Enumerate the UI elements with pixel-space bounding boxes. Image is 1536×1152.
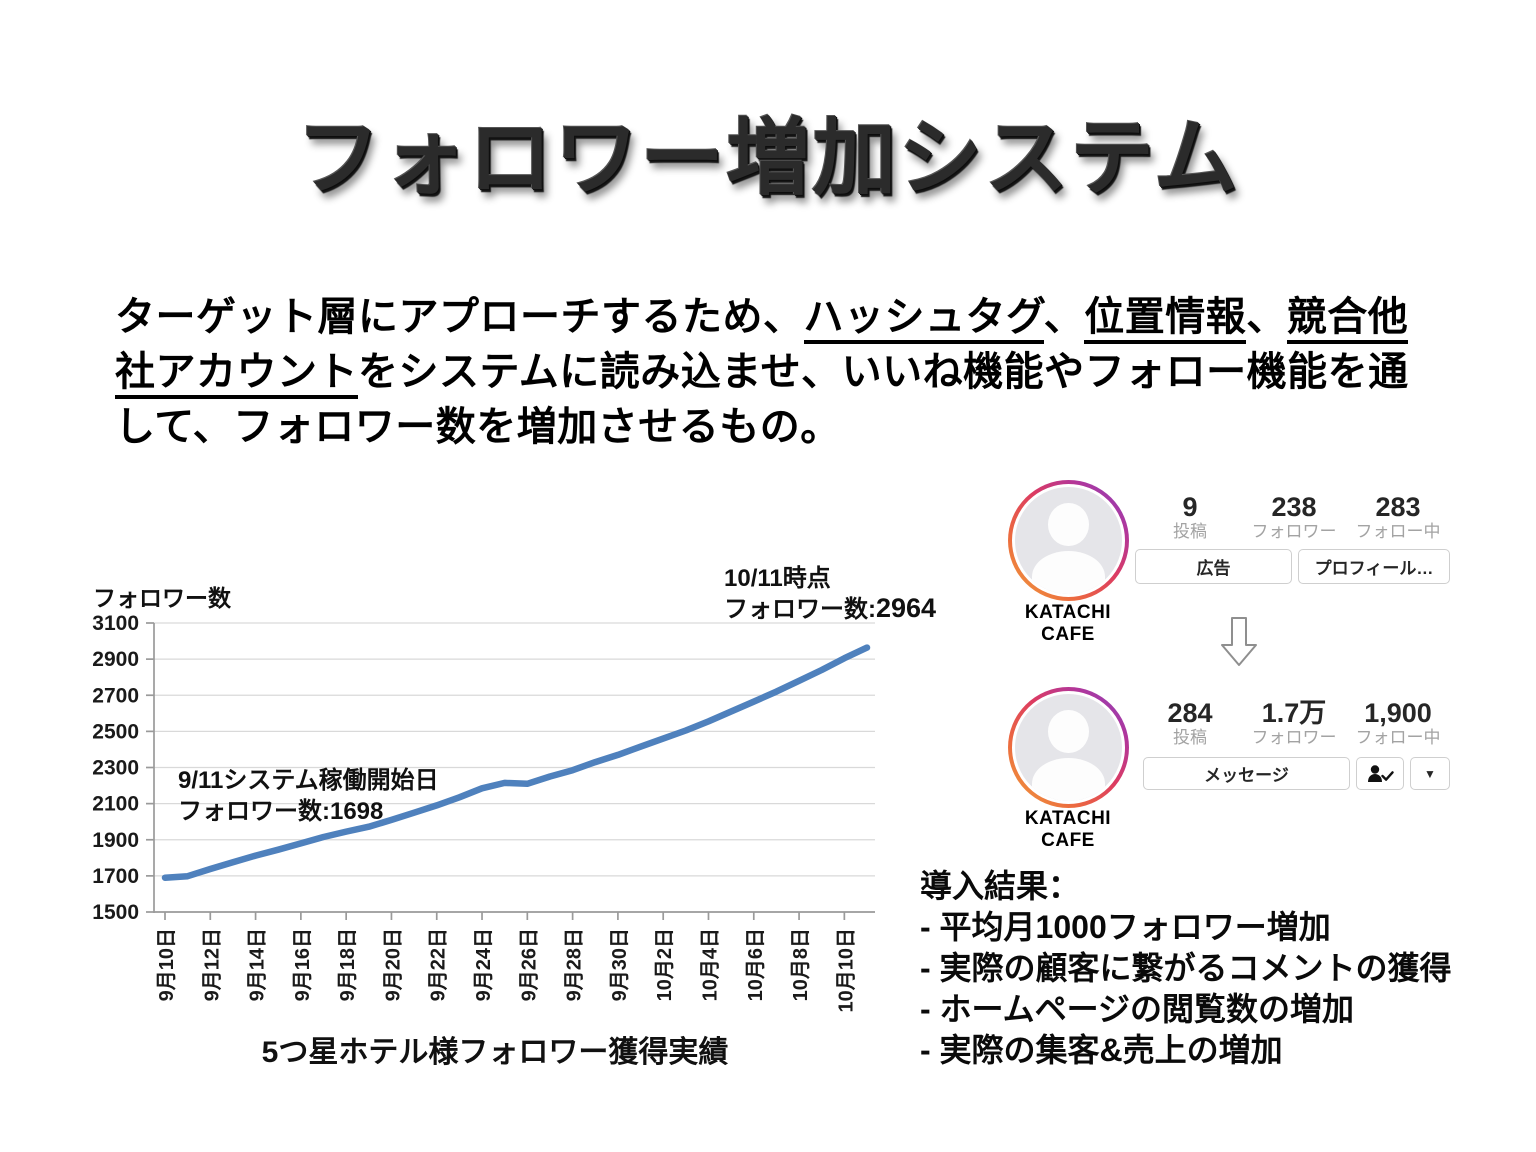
results-heading: 導入結果： (920, 868, 1081, 904)
y-axis-title: フォロワー数 (93, 585, 232, 611)
profile-buttons: 広告 プロフィール… (1135, 549, 1450, 584)
stat-following: 283 フォロー中 (1346, 492, 1450, 542)
x-tick-label: 10月4日 (699, 928, 721, 1001)
profile-edit-button[interactable]: プロフィール… (1298, 549, 1450, 584)
intro-paragraph: ターゲット層にアプローチするため、ハッシュタグ、位置情報、競合他社アカウントをシ… (115, 290, 1433, 455)
ad-button[interactable]: 広告 (1135, 549, 1292, 584)
stat-followers: 238 フォロワー (1242, 492, 1346, 542)
avatar (1008, 480, 1129, 601)
profile-stats: 284 投稿 1.7万 フォロワー 1,900 フォロー中 (1138, 698, 1450, 748)
person-check-icon-button[interactable] (1356, 757, 1404, 790)
x-tick-label: 9月26日 (518, 928, 540, 1001)
x-tick-label: 9月22日 (428, 928, 450, 1001)
stat-label: フォロー中 (1355, 728, 1441, 747)
stat-posts: 284 投稿 (1138, 698, 1242, 748)
stat-followers: 1.7万 フォロワー (1242, 698, 1346, 748)
avatar (1008, 687, 1129, 808)
message-button[interactable]: メッセージ (1143, 757, 1350, 790)
y-tick-label: 2500 (92, 720, 139, 743)
stat-label: 投稿 (1173, 728, 1207, 747)
x-tick-label: 9月14日 (247, 928, 269, 1001)
stat-label: フォロワー (1251, 522, 1337, 541)
x-tick-label: 9月28日 (564, 928, 586, 1001)
x-tick-label: 10月6日 (745, 928, 767, 1001)
x-tick-label: 9月30日 (609, 928, 631, 1001)
down-arrow-icon (1221, 617, 1257, 666)
follower-line-chart: 1500 1700 1900 2100 2300 2500 2700 2900 3100 9月10… (92, 565, 936, 1069)
x-tick-label: 9月20日 (382, 928, 404, 1001)
result-item: - 平均月1000フォロワー増加 (920, 909, 1331, 945)
stat-value: 238 (1271, 492, 1317, 522)
intro-text: ターゲット層にアプローチするため、 (115, 295, 804, 339)
results-block: 導入結果： - 平均月1000フォロワー増加 - 実際の顧客に繋がるコメントの獲… (920, 866, 1536, 1071)
result-item: - 実際の顧客に繋がるコメントの獲得 (920, 950, 1452, 986)
x-tick-label: 9月24日 (473, 928, 495, 1001)
x-tick-label: 10月10日 (835, 928, 857, 1013)
stat-value: 284 (1167, 698, 1213, 728)
y-tick-label: 2700 (92, 684, 139, 707)
stat-label: フォロワー (1251, 728, 1337, 747)
profile-name: KATACHI CAFE (1024, 602, 1112, 645)
stat-value: 1,900 (1364, 698, 1432, 728)
avatar-silhouette-icon (1012, 484, 1125, 597)
profile-stats: 9 投稿 238 フォロワー 283 フォロー中 (1138, 492, 1450, 542)
intro-underlined-text: 競合他社アカウント (115, 295, 1409, 399)
profile-name: KATACHI CAFE (1024, 808, 1112, 851)
x-tick-label: 10月2日 (654, 928, 676, 1001)
stat-value: 283 (1375, 492, 1421, 522)
y-tick-label: 2900 (92, 648, 139, 671)
intro-text: をシステムに読み込ませ、いいね機能やフォロー機能を通して、フォロワー数を増加させ… (115, 350, 1409, 449)
chart-caption: 5つ星ホテル様フォロワー獲得実績 (262, 1036, 729, 1069)
result-item: - ホームページの閲覧数の増加 (920, 991, 1354, 1027)
person-check-icon (1368, 764, 1394, 782)
stat-label: 投稿 (1173, 522, 1207, 541)
x-tick-label: 9月12日 (201, 928, 223, 1001)
stat-value: 9 (1182, 492, 1198, 522)
annotation-end-line2: フォロワー数:2964 (724, 593, 936, 623)
annotation-start-line2: フォロワー数:1698 (178, 798, 383, 825)
chevron-down-button[interactable]: ▼ (1410, 757, 1450, 790)
intro-underlined-text: 位置情報 (1084, 295, 1247, 344)
y-tick-label: 1700 (92, 865, 139, 888)
y-tick-label: 1900 (92, 829, 139, 852)
x-tick-label: 9月10日 (156, 928, 178, 1001)
result-item: - 実際の集客&売上の増加 (920, 1032, 1283, 1068)
stat-posts: 9 投稿 (1138, 492, 1242, 542)
avatar-silhouette-icon (1012, 691, 1125, 804)
y-tick-label: 1500 (92, 901, 139, 924)
stat-value: 1.7万 (1261, 698, 1327, 728)
y-tick-label: 3100 (92, 612, 139, 635)
profile-buttons: メッセージ ▼ (1143, 757, 1450, 790)
stat-following: 1,900 フォロー中 (1346, 698, 1450, 748)
x-tick-label: 10月8日 (790, 928, 812, 1001)
x-tick-label: 9月18日 (337, 928, 359, 1001)
page-title: フォロワー増加システム (296, 111, 1240, 205)
follower-series-line (161, 644, 871, 881)
chevron-down-icon: ▼ (1424, 766, 1436, 781)
y-tick-label: 2100 (92, 793, 139, 816)
x-tick-label: 9月16日 (292, 928, 314, 1001)
annotation-start-line1: 9/11システム稼働開始日 (178, 767, 439, 794)
intro-text: 、 (1246, 295, 1287, 339)
intro-text: 、 (1043, 295, 1085, 339)
stat-label: フォロー中 (1355, 522, 1441, 541)
annotation-end-line1: 10/11時点 (724, 565, 831, 592)
intro-underlined-text: ハッシュタグ (803, 295, 1044, 344)
y-tick-label: 2300 (92, 757, 139, 780)
